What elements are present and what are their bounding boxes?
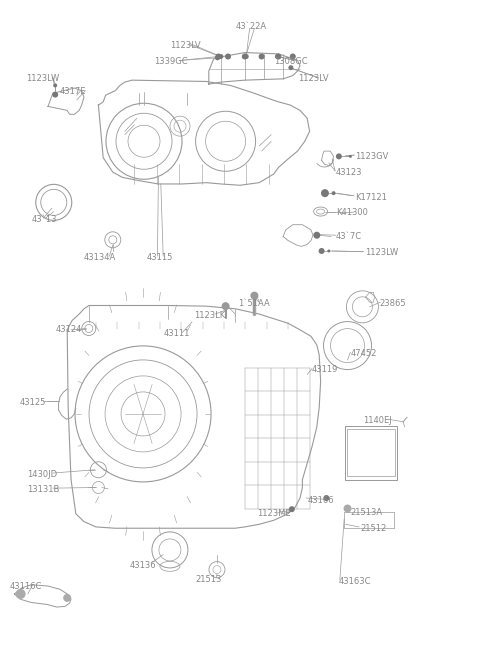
- Text: 43`7C: 43`7C: [336, 232, 362, 241]
- Circle shape: [289, 506, 295, 512]
- Circle shape: [290, 53, 296, 60]
- Text: 4317E: 4317E: [60, 87, 86, 97]
- Text: 13131B: 13131B: [27, 485, 60, 494]
- Circle shape: [242, 53, 248, 60]
- Text: 1123LW: 1123LW: [26, 74, 60, 83]
- Text: K17121: K17121: [355, 193, 387, 202]
- Text: 21513A: 21513A: [350, 508, 383, 517]
- Circle shape: [324, 495, 329, 501]
- Circle shape: [215, 55, 220, 60]
- Text: 23865: 23865: [379, 299, 406, 308]
- Text: 43115: 43115: [146, 253, 173, 262]
- Circle shape: [336, 153, 342, 160]
- Circle shape: [16, 589, 25, 599]
- Circle shape: [218, 54, 223, 59]
- Circle shape: [225, 53, 231, 60]
- Text: 47452: 47452: [350, 349, 377, 358]
- Circle shape: [63, 594, 71, 602]
- Text: 1123LK: 1123LK: [194, 311, 226, 320]
- Text: K41300: K41300: [336, 208, 368, 217]
- Circle shape: [321, 189, 329, 197]
- Text: 43123: 43123: [336, 168, 362, 177]
- Circle shape: [52, 91, 58, 98]
- Text: 1123LV: 1123LV: [298, 74, 328, 83]
- Text: 43125: 43125: [19, 397, 46, 407]
- Circle shape: [327, 250, 330, 252]
- Circle shape: [53, 83, 57, 87]
- Text: 43163C: 43163C: [338, 577, 371, 586]
- Circle shape: [216, 53, 221, 60]
- Circle shape: [332, 191, 336, 195]
- Text: 1123GV: 1123GV: [355, 152, 389, 161]
- Circle shape: [275, 54, 280, 59]
- Circle shape: [244, 54, 249, 59]
- Text: 43119: 43119: [312, 365, 338, 374]
- Text: 43124: 43124: [55, 325, 82, 334]
- Text: 43`13: 43`13: [31, 215, 57, 224]
- Text: 43134A: 43134A: [84, 253, 116, 262]
- Circle shape: [276, 53, 281, 60]
- Text: 1308GC: 1308GC: [274, 57, 307, 66]
- Text: 1140EJ: 1140EJ: [363, 416, 392, 425]
- Circle shape: [349, 155, 352, 158]
- Circle shape: [288, 65, 293, 70]
- Text: 43111: 43111: [163, 329, 190, 338]
- Circle shape: [222, 302, 229, 310]
- Text: 21513: 21513: [196, 575, 222, 584]
- Circle shape: [313, 232, 320, 238]
- Text: 1339GC: 1339GC: [154, 57, 187, 66]
- Text: 1123LW: 1123LW: [365, 248, 398, 258]
- Circle shape: [344, 505, 351, 512]
- Text: 43116C: 43116C: [10, 581, 42, 591]
- Text: 1`51AA: 1`51AA: [238, 299, 269, 308]
- Text: 1123LV: 1123LV: [170, 41, 201, 51]
- Text: 43`22A: 43`22A: [235, 22, 266, 31]
- Text: 43166: 43166: [307, 496, 334, 505]
- Bar: [347, 429, 395, 476]
- Circle shape: [319, 248, 324, 254]
- Text: 21512: 21512: [360, 524, 386, 533]
- Circle shape: [251, 292, 258, 300]
- Text: 43136: 43136: [130, 560, 156, 570]
- Circle shape: [259, 53, 264, 60]
- Text: 1430JD: 1430JD: [27, 470, 58, 479]
- Bar: [345, 426, 397, 480]
- Text: 1123ME: 1123ME: [257, 509, 290, 518]
